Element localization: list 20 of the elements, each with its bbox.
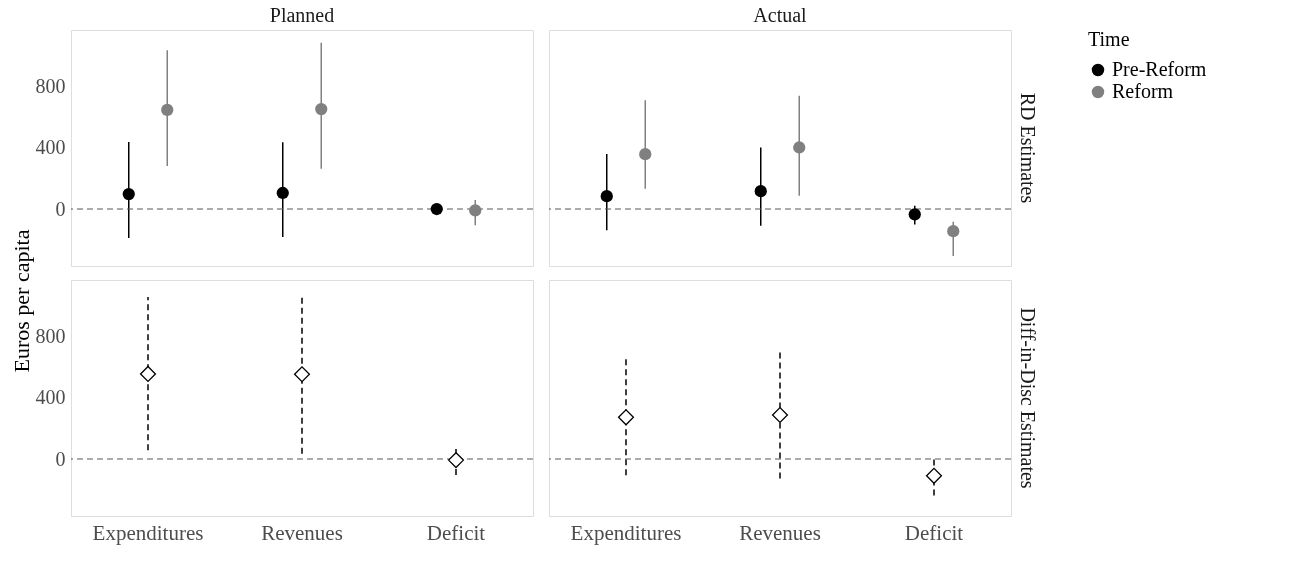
y-tick-label: 0 bbox=[55, 197, 66, 220]
legend-label: Reform bbox=[1112, 80, 1174, 102]
y-tick-label: 0 bbox=[55, 447, 66, 470]
y-axis-title: Euros per capita bbox=[9, 229, 34, 373]
y2-axis-title: RD Estimates bbox=[1017, 92, 1039, 204]
x-tick-label: Expenditures bbox=[92, 520, 204, 545]
y2-axis-title: Diff-in-Disc Estimates bbox=[1017, 307, 1039, 489]
legend-label: Pre-Reform bbox=[1112, 58, 1207, 80]
chart-title: Actual bbox=[753, 4, 808, 26]
chart-title: Planned bbox=[269, 4, 335, 26]
x-tick-label: Revenues bbox=[739, 520, 821, 545]
y-tick-label: 400 bbox=[35, 386, 66, 409]
x-tick-label: Deficit bbox=[426, 520, 486, 545]
y-tick-label: 400 bbox=[35, 136, 66, 159]
x-tick-label: Expenditures bbox=[570, 520, 682, 545]
y-tick-label: 800 bbox=[35, 75, 66, 98]
x-tick-label: Deficit bbox=[904, 520, 964, 545]
legend-title: Time bbox=[1088, 28, 1130, 50]
y-tick-label: 800 bbox=[35, 325, 66, 348]
x-tick-label: Revenues bbox=[261, 520, 343, 545]
